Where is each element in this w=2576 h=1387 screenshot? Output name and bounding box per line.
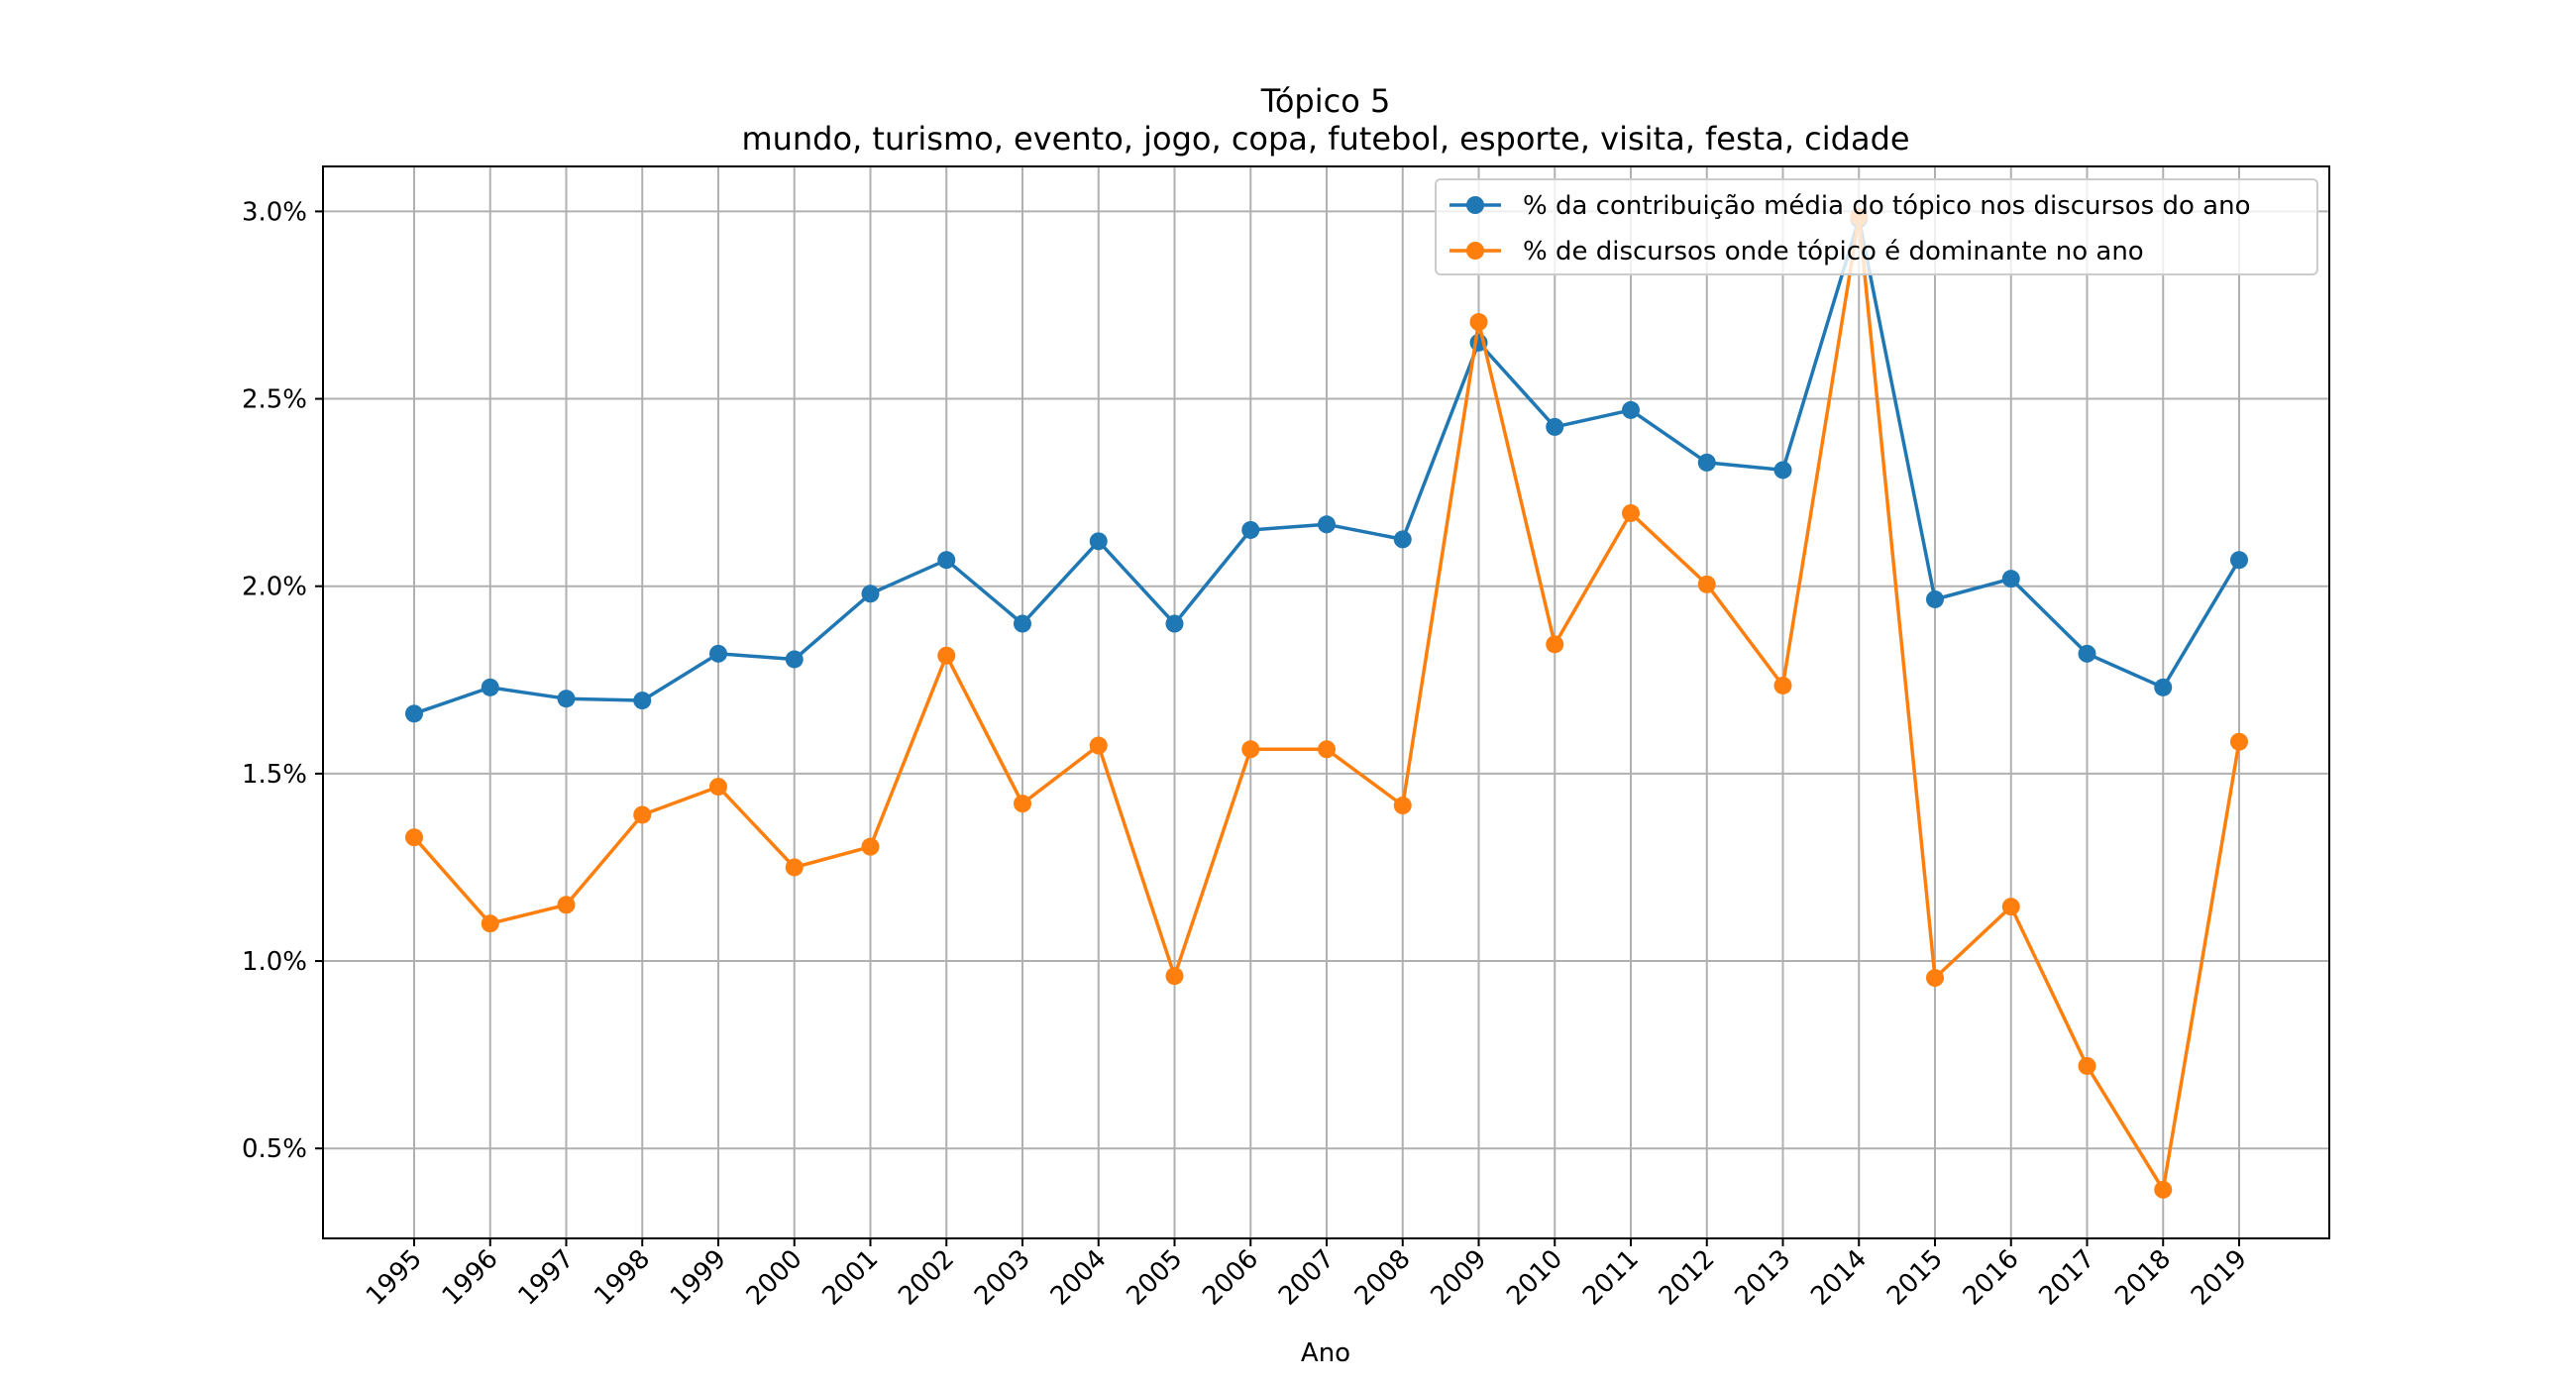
series-2-point: [1318, 740, 1336, 759]
x-axis: 1995 1996 1997 1998 1999 2000 2001 2002 2003 2004…: [361, 1238, 2253, 1312]
x-tick-label: 2011: [1577, 1244, 1645, 1312]
series-1-point: [709, 644, 727, 663]
x-tick-label: 2007: [1273, 1244, 1341, 1312]
y-tick-label: 2.5%: [242, 385, 307, 415]
series-2-point: [1089, 736, 1108, 755]
x-tick-label: 2017: [2033, 1244, 2100, 1312]
series-2-point: [481, 914, 499, 933]
series-1-point: [633, 692, 652, 710]
series-1-point: [1622, 400, 1640, 419]
series-2-point: [861, 837, 880, 856]
chart-subtitle: mundo, turismo, evento, jogo, copa, fute…: [741, 120, 1909, 158]
x-tick-label: 2013: [1729, 1244, 1796, 1312]
series-1-point: [1165, 614, 1184, 633]
series-2-point: [1165, 967, 1184, 986]
series-2-point: [1469, 313, 1488, 332]
chart-title: Tópico 5: [1260, 82, 1391, 120]
x-tick-label: 1997: [512, 1244, 580, 1312]
legend-marker: [1466, 196, 1484, 214]
x-tick-label: 2014: [1805, 1244, 1873, 1312]
series-2-point: [1546, 635, 1564, 654]
x-tick-label: 2012: [1654, 1244, 1721, 1312]
x-tick-label: 2010: [1501, 1244, 1568, 1312]
y-axis: 0.5% 1.0% 1.5% 2.0% 2.5% 3.0%: [242, 197, 323, 1164]
series-2-point: [2230, 732, 2248, 751]
series-1-point: [1773, 461, 1792, 480]
legend-label: % de discursos onde tópico é dominante n…: [1523, 237, 2144, 267]
series-1-point: [557, 690, 576, 708]
series-1-point: [2078, 644, 2096, 663]
series-2-point: [1014, 795, 1031, 813]
series-2-point: [1622, 503, 1640, 522]
y-tick-label: 0.5%: [242, 1134, 307, 1164]
series-1-point: [1241, 520, 1260, 539]
x-tick-label: 2003: [969, 1244, 1036, 1312]
series-2-point: [785, 858, 804, 877]
x-tick-label: 2000: [741, 1244, 808, 1312]
x-tick-label: 2005: [1121, 1244, 1188, 1312]
series-1-point: [1318, 515, 1336, 534]
series-1-point: [481, 678, 499, 696]
series-2-point: [2078, 1056, 2096, 1075]
series-2-point: [1241, 740, 1260, 759]
series-2-point: [2154, 1180, 2173, 1199]
x-tick-label: 2001: [816, 1244, 884, 1312]
x-tick-label: 2008: [1349, 1244, 1417, 1312]
series-1-point: [861, 585, 880, 603]
grid: [323, 166, 2329, 1238]
series-2-point: [1393, 797, 1412, 815]
x-tick-label: 1996: [437, 1244, 504, 1312]
x-tick-label: 1999: [665, 1244, 732, 1312]
legend: % da contribuição média do tópico nos di…: [1435, 178, 2318, 275]
series-1-point: [785, 650, 804, 669]
x-tick-label: 2018: [2109, 1244, 2177, 1312]
series-2-point: [1773, 676, 1792, 694]
series-1-point: [1089, 532, 1108, 551]
y-tick-label: 2.0%: [242, 573, 307, 602]
series-1-point: [937, 551, 956, 570]
series-1-point: [1393, 530, 1412, 549]
legend-marker: [1466, 242, 1484, 260]
series-1-point: [1697, 453, 1716, 472]
series-1-point: [405, 704, 423, 723]
y-tick-label: 1.0%: [242, 947, 307, 977]
series-1-point: [2001, 570, 2020, 588]
series-2-point: [1697, 575, 1716, 593]
x-tick-label: 2019: [2186, 1244, 2253, 1312]
legend-label: % da contribuição média do tópico nos di…: [1523, 191, 2250, 221]
series-2-point: [1926, 969, 1944, 988]
x-tick-label: 2004: [1045, 1244, 1113, 1312]
series-2-point: [405, 828, 423, 847]
series-2-point: [2001, 898, 2020, 916]
series-1-point: [1546, 417, 1564, 436]
series-2-point: [633, 805, 652, 824]
x-axis-label: Ano: [1301, 1338, 1350, 1368]
x-tick-label: 2015: [1881, 1244, 1949, 1312]
x-tick-label: 1998: [589, 1244, 656, 1312]
x-tick-label: 1995: [361, 1244, 428, 1312]
legend-box: [1435, 178, 2318, 275]
series-1-point: [2154, 678, 2173, 696]
series-2-point: [557, 896, 576, 914]
series-2-point: [709, 778, 727, 797]
y-tick-label: 3.0%: [242, 197, 307, 227]
x-tick-label: 2002: [893, 1244, 960, 1312]
x-tick-label: 2016: [1958, 1244, 2025, 1312]
series-1-point: [1926, 589, 1944, 608]
y-tick-label: 1.5%: [242, 760, 307, 790]
series-2-point: [937, 646, 956, 665]
series-layer: [405, 208, 2248, 1199]
series-1-point: [2230, 551, 2248, 570]
x-tick-label: 2006: [1197, 1244, 1264, 1312]
x-tick-label: 2009: [1425, 1244, 1492, 1312]
series-1-point: [1014, 614, 1031, 633]
